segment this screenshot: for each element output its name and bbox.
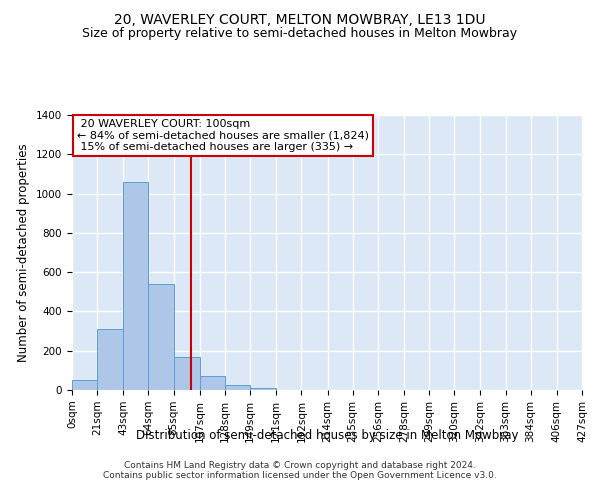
Text: Contains HM Land Registry data © Crown copyright and database right 2024.
Contai: Contains HM Land Registry data © Crown c…: [103, 460, 497, 480]
Text: Distribution of semi-detached houses by size in Melton Mowbray: Distribution of semi-detached houses by …: [136, 428, 518, 442]
Text: 20 WAVERLEY COURT: 100sqm
← 84% of semi-detached houses are smaller (1,824)
 15%: 20 WAVERLEY COURT: 100sqm ← 84% of semi-…: [77, 119, 369, 152]
Bar: [225, 385, 250, 390]
Bar: [148, 284, 173, 390]
Bar: [173, 356, 200, 390]
Bar: [200, 376, 225, 390]
Bar: [97, 329, 124, 390]
Bar: [124, 182, 148, 390]
Text: 20, WAVERLEY COURT, MELTON MOWBRAY, LE13 1DU: 20, WAVERLEY COURT, MELTON MOWBRAY, LE13…: [114, 12, 486, 26]
Bar: [250, 388, 276, 390]
Y-axis label: Number of semi-detached properties: Number of semi-detached properties: [17, 143, 31, 362]
Text: Size of property relative to semi-detached houses in Melton Mowbray: Size of property relative to semi-detach…: [82, 28, 518, 40]
Bar: [72, 380, 97, 390]
